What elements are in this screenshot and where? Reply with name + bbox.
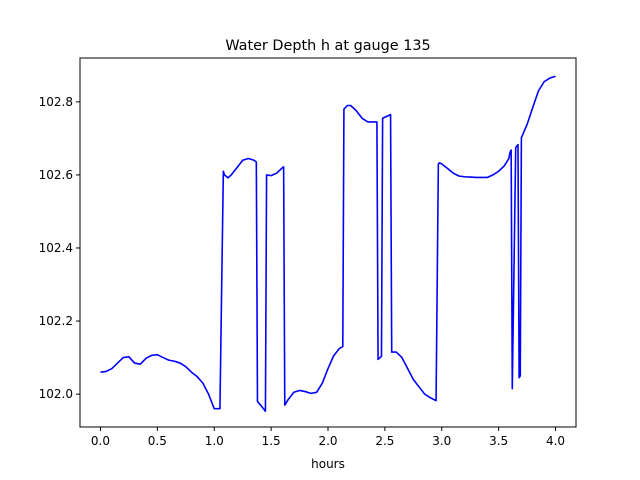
- y-tick-label: 102.2: [39, 314, 73, 328]
- y-tick-label: 102.8: [39, 95, 73, 109]
- plot-frame: [79, 57, 577, 428]
- x-tick-label: 3.0: [432, 434, 451, 448]
- x-tick-label: 0.5: [148, 434, 167, 448]
- x-tick-label: 3.5: [489, 434, 508, 448]
- y-axis: 102.0 102.2 102.4 102.6 102.8: [39, 95, 80, 401]
- x-tick-label: 2.0: [318, 434, 337, 448]
- plot-area: [100, 75, 556, 413]
- x-axis-label: hours: [311, 457, 345, 471]
- x-axis: 0.0 0.5 1.0 1.5 2.0 2.5 3.0 3.5 4.0: [91, 427, 565, 448]
- x-tick-label: 0.0: [91, 434, 110, 448]
- x-tick-label: 2.5: [375, 434, 394, 448]
- chart-title: Water Depth h at gauge 135: [225, 38, 430, 54]
- x-tick-label: 1.0: [205, 434, 224, 448]
- x-tick-label: 1.5: [262, 434, 281, 448]
- y-tick-label: 102.6: [39, 168, 73, 182]
- x-tick-label: 4.0: [546, 434, 565, 448]
- y-tick-label: 102.0: [39, 387, 73, 401]
- series-line-0: [100, 75, 556, 413]
- y-tick-label: 102.4: [39, 241, 73, 255]
